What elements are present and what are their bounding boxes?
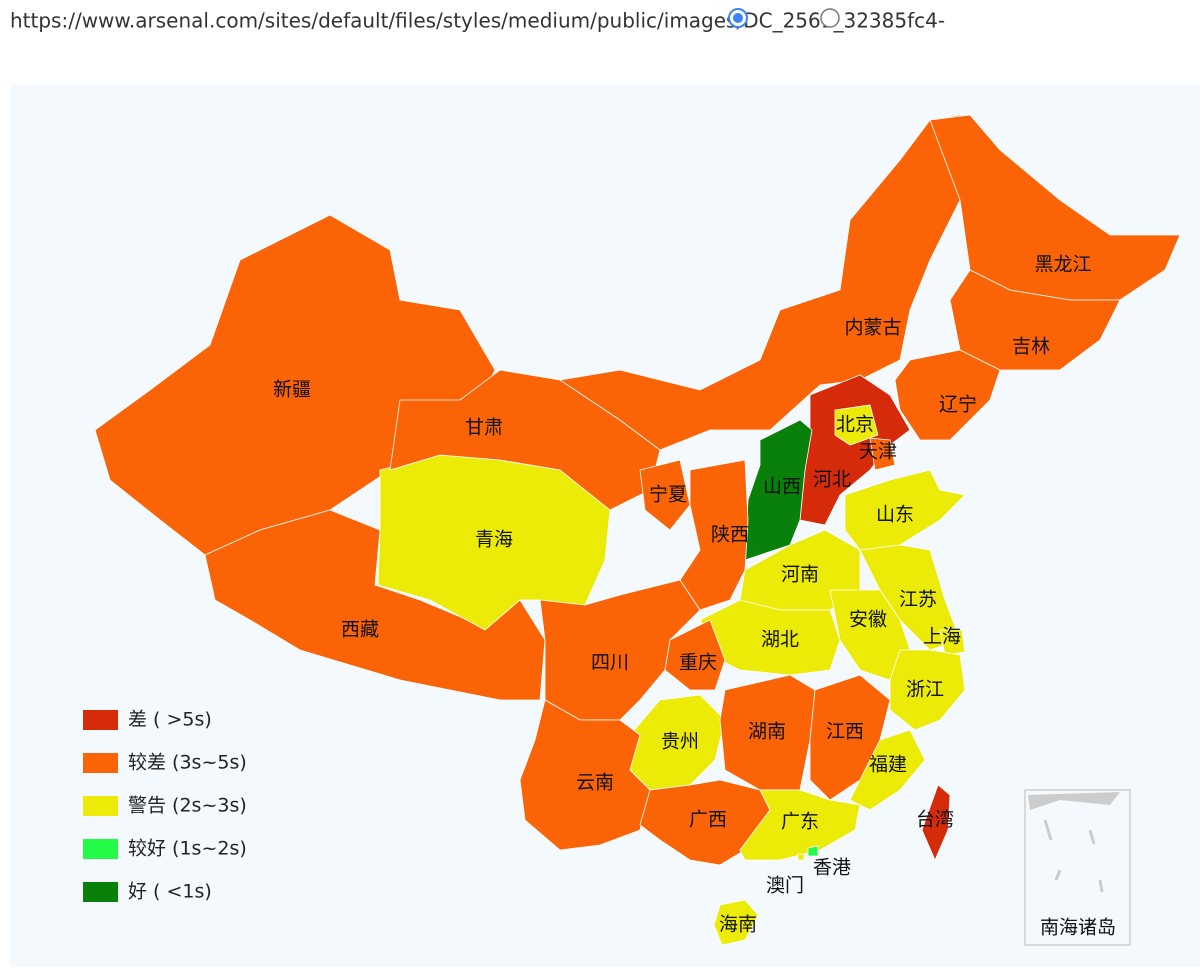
province-label: 山西 [763,476,801,498]
province-label: 云南 [576,772,614,794]
province-label: 香港 [813,857,851,879]
province [204,509,546,701]
province-label: 河南 [781,564,819,586]
legend-label: 好 ( <1s) [128,881,212,903]
province-label: 山东 [876,504,914,526]
province-label: 天津 [859,441,897,463]
province [739,789,861,861]
province-label: 重庆 [679,652,717,674]
province-label: 江西 [826,721,864,743]
province-label: 湖北 [761,629,799,651]
province-label: 海南 [719,914,757,936]
province [844,469,966,551]
province-label: 四川 [591,652,629,674]
province-label: 台湾 [916,809,954,831]
legend: 差 ( >5s) 较差 (3s~5s) 警告 (2s~3s) 较好 (1s~2s) 好 … [83,709,247,903]
province-label: 澳门 [766,875,804,897]
province-label: 甘肃 [465,417,503,439]
province-label: 辽宁 [939,394,977,416]
province [949,269,1121,371]
province [713,899,759,946]
province [921,784,951,862]
legend-swatch [83,796,118,816]
province-label: 贵州 [661,731,699,753]
province-label: 宁夏 [649,484,687,506]
inset-label: 南海诸岛 [1040,917,1116,939]
province-label: 江苏 [899,589,937,611]
legend-swatch [83,753,118,773]
url-text: https://www.arsenal.com/sites/default/fi… [10,9,945,33]
province-label: 广西 [689,809,727,831]
province-label: 新疆 [273,379,311,401]
legend-label: 较好 (1s~2s) [128,838,247,860]
province [889,649,966,731]
province [807,845,819,857]
province-label: 青海 [475,529,513,551]
province [894,349,1001,441]
province-label: 河北 [813,469,851,491]
inset-islands [1043,819,1104,893]
legend-swatch [83,710,118,730]
province [869,437,896,471]
province [519,699,651,851]
province-label: 广东 [781,811,819,833]
province-label: 陕西 [711,524,749,546]
province [797,853,805,861]
legend-label: 警告 (2s~3s) [128,795,247,817]
province-label: 黑龙江 [1034,254,1091,276]
province-label: 北京 [836,414,874,436]
province-label: 上海 [923,626,961,648]
province-label: 吉林 [1012,336,1050,358]
province-label: 浙江 [906,679,944,701]
province [639,459,691,531]
province [849,729,926,811]
province-label: 安徽 [849,609,887,631]
legend-label: 较差 (3s~5s) [128,752,247,774]
regions [94,114,1181,946]
province [664,619,726,691]
province-label: 福建 [869,754,907,776]
inset-frame [1024,789,1131,946]
province-label: 湖南 [748,721,786,743]
radio-button[interactable] [820,8,840,28]
province-label: 内蒙古 [844,317,901,339]
province [744,419,813,561]
legend-swatch [83,882,118,902]
legend-label: 差 ( >5s) [128,709,212,731]
radio-dot [733,13,743,23]
province-label: 西藏 [341,619,379,641]
province [939,629,966,656]
province [834,404,879,446]
province [679,459,749,611]
province [699,599,841,676]
inset-land [1028,792,1120,810]
legend-swatch [83,839,118,859]
